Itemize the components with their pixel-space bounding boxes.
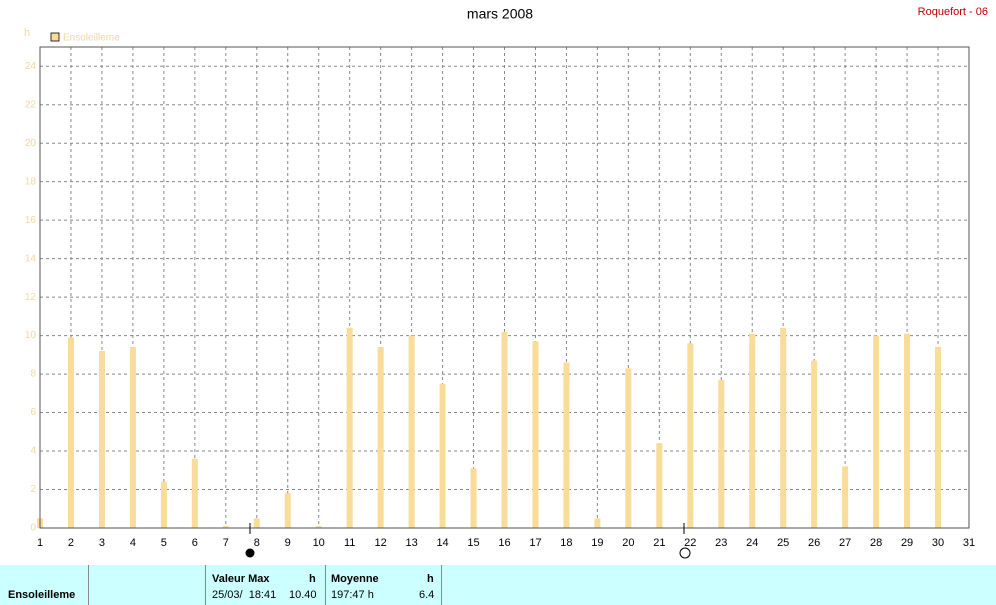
max-date: 25/03/ 18:41 [212,589,277,601]
legend-swatch [50,32,60,42]
x-tick-label: 8 [254,537,260,549]
bar [656,443,663,528]
bar [501,331,508,528]
bar [873,335,880,528]
bar [160,481,167,528]
x-tick-label: 18 [560,537,572,549]
x-tick-label: 28 [870,537,882,549]
x-tick-label: 24 [746,537,758,549]
bar [687,343,694,528]
x-tick-label: 3 [99,537,105,549]
y-tick-label: 20 [25,138,37,149]
bar [284,493,291,528]
unit: h [24,27,30,39]
y-tick-label: 0 [30,523,36,534]
x-tick-label: 23 [715,537,727,549]
x-tick-label: 17 [529,537,541,549]
total: 197:47 h [331,589,374,601]
y-tick-label: 10 [25,330,37,341]
bar [563,362,570,528]
x-tick-label: 30 [932,537,944,549]
bar [222,526,229,528]
bar [346,327,353,528]
x-tick-label: 11 [344,537,355,549]
x-tick-label: 13 [405,537,417,549]
y-tick-label: 8 [30,369,36,380]
x-tick-label: 9 [285,537,291,549]
bar [315,526,322,528]
bar [98,350,105,528]
x-tick-label: 10 [313,537,325,549]
x-tick-label: 26 [808,537,820,549]
mean-value: 6.4 [419,589,435,601]
bar [594,518,601,528]
x-tick-label: 5 [161,537,167,549]
x-tick-label: 19 [591,537,603,549]
x-tick-label: 27 [839,537,851,549]
x-tick-label: 22 [684,537,696,549]
bar [625,368,632,528]
mean-label: Moyenne [331,573,379,585]
y-tick-label: 12 [25,292,37,303]
x-tick-label: 20 [622,537,634,549]
bar [470,468,477,528]
bar [780,327,787,528]
bar [904,333,911,528]
mean-unit: h [427,573,434,585]
bar [811,360,818,528]
bar [67,337,74,528]
moon-new [679,547,691,559]
x-tick-label: 29 [901,537,913,549]
y-tick-label: 6 [30,407,36,418]
chart: mars 2008 Roquefort - 06 h Ensoleilleme … [24,6,988,559]
max-label: Valeur Max [212,573,270,585]
bar [191,458,198,528]
station: Roquefort - 06 [918,6,988,18]
x-tick-label: 31 [963,537,975,549]
x-tick-label: 6 [192,537,198,549]
max-value: 10.40 [289,589,317,601]
y-tick-label: 24 [25,61,37,72]
bar [532,341,539,528]
x-tick-label: 25 [777,537,789,549]
plot-frame [39,46,970,529]
y-tick-label: 2 [30,484,36,495]
x-tick-label: 2 [68,537,74,549]
footer-name: Ensoleilleme [8,589,76,601]
bar [377,347,384,528]
bar [129,347,136,528]
bar [718,379,725,528]
x-tick-label: 15 [467,537,479,549]
bar [842,466,849,528]
bar [253,518,260,528]
bar [439,383,446,528]
y-tick-label: 4 [30,446,36,457]
bar [749,333,756,528]
y-tick-label: 22 [25,99,37,110]
chart-title: mars 2008 [467,6,533,22]
x-tick-label: 21 [653,537,665,549]
x-tick-label: 14 [436,537,448,549]
footer: Ensoleilleme Valeur Max h 25/03/ 18:41 1… [0,565,996,605]
moon-full [245,548,255,558]
legend-label: Ensoleilleme [63,33,120,44]
bar [935,347,942,528]
x-tick-label: 1 [37,537,43,549]
max-unit: h [309,573,316,585]
y-tick-label: 14 [25,253,37,264]
x-tick-label: 12 [375,537,387,549]
x-tick-label: 4 [130,537,136,549]
bar [408,335,415,528]
y-tick-label: 16 [25,215,37,226]
x-tick-label: 16 [498,537,510,549]
x-tick-label: 7 [223,537,229,549]
y-tick-label: 18 [25,176,37,187]
